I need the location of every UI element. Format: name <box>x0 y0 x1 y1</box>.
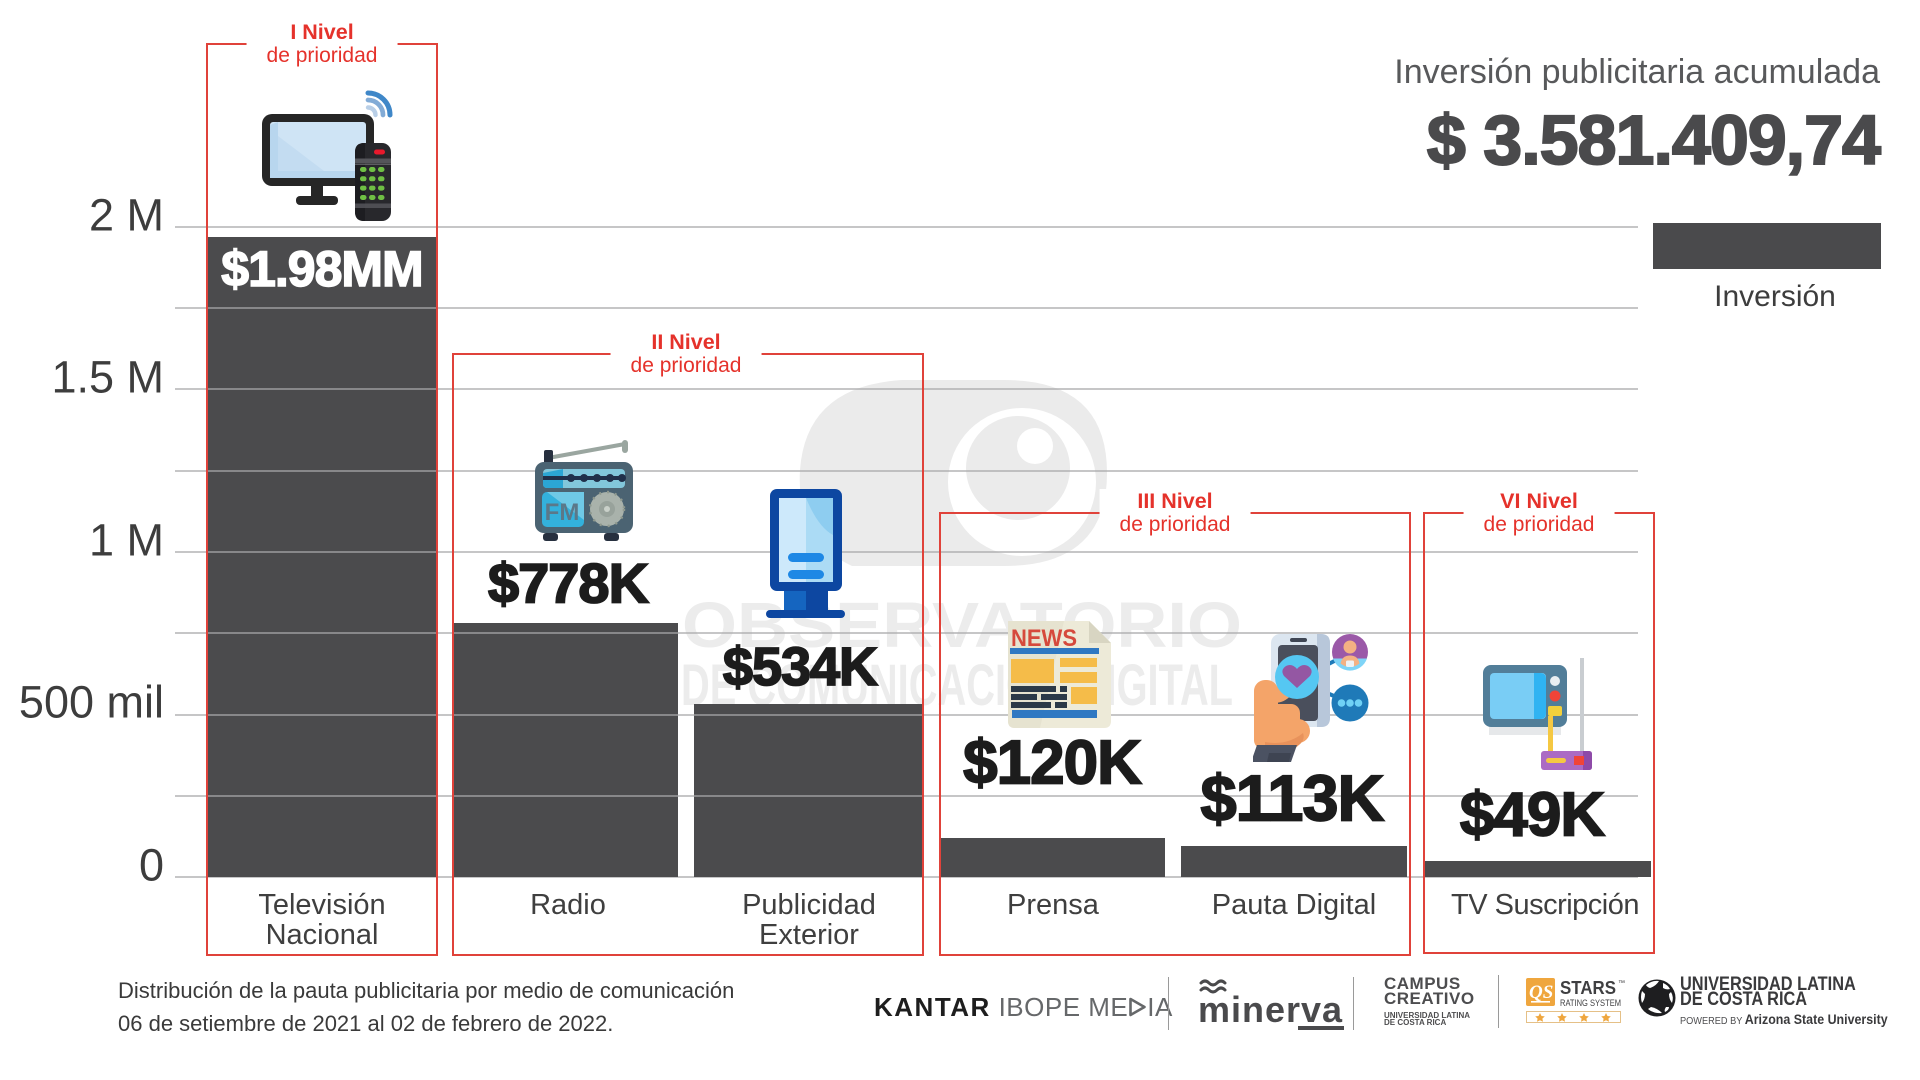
svg-text:STARS: STARS <box>1560 978 1616 998</box>
svg-text:OBSERVATORIO: OBSERVATORIO <box>682 589 1242 661</box>
svg-text:™: ™ <box>1618 980 1625 987</box>
svg-text:NEWS: NEWS <box>1011 625 1077 652</box>
svg-text:minerva: minerva <box>1198 989 1343 1030</box>
svg-text:FM: FM <box>545 499 580 526</box>
svg-text:QS: QS <box>1529 982 1553 1003</box>
svg-text:RATING SYSTEM: RATING SYSTEM <box>1560 998 1621 1008</box>
